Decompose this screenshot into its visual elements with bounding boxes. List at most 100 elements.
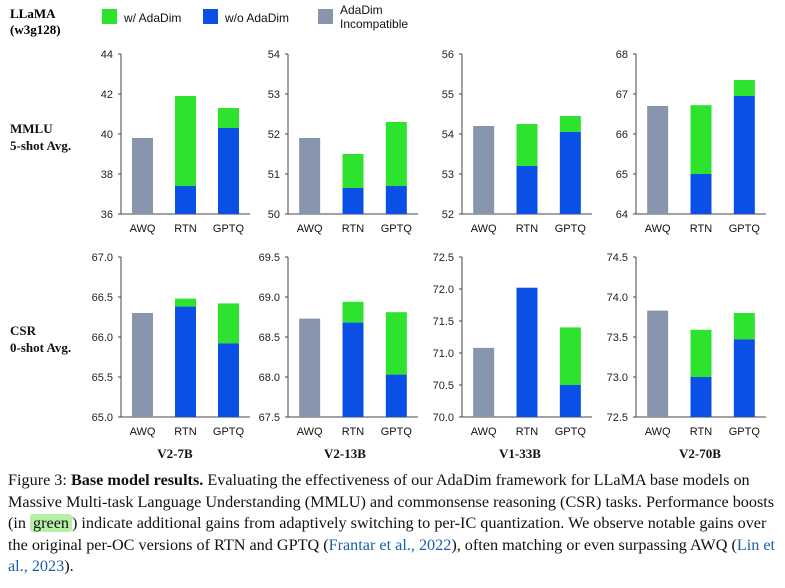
- caption-text-2: ) indicate additional gains from adaptiv…: [8, 514, 767, 554]
- chart-csr-v1-33b-ytick-label: 71.5: [433, 316, 454, 328]
- row-labels: MMLU 5-shot Avg. CSR 0-shot Avg.: [10, 121, 71, 355]
- chart-csr-v2-7b-bar-gptq-adadim-gain: [218, 303, 239, 344]
- chart-csr-v2-13b-bar-gptq-base: [385, 374, 407, 417]
- chart-mmlu-v1-33b-bar-gptq-adadim-gain: [559, 116, 581, 132]
- model-label-v2-70b: V2-70B: [679, 446, 721, 461]
- chart-csr-v2-7b-bar-gptq-base: [218, 343, 239, 417]
- header-line1: LLaMA: [10, 6, 56, 21]
- chart-csr-v2-13b-bar-awq-incompatible: [299, 318, 321, 417]
- chart-csr-v2-13b-bar-rtn-base: [342, 322, 364, 417]
- chart-mmlu-v2-13b-ytick-label: 50: [268, 209, 280, 221]
- chart-csr-v2-13b-ytick-label: 67.5: [259, 412, 280, 424]
- chart-mmlu-v2-13b-bar-gptq-base: [385, 186, 407, 214]
- legend-label-line: AdaDim: [340, 3, 383, 17]
- caption-bold-title: Base model results.: [70, 471, 204, 489]
- chart-mmlu-v1-33b-bar-awq-incompatible: [473, 126, 495, 214]
- caption-text-1: Evaluating the effectiveness of our AdaD…: [8, 471, 775, 532]
- chart-mmlu-v1-33b-xtick-awq: AWQ: [471, 223, 497, 235]
- chart-mmlu-v2-7b-ytick-label: 44: [101, 49, 113, 61]
- chart-mmlu-v2-7b-xtick-rtn: RTN: [174, 223, 196, 235]
- row-label-mmlu-line1: MMLU: [10, 121, 53, 136]
- chart-csr-v2-70b-ytick-label: 74.0: [607, 292, 628, 304]
- chart-mmlu-v2-13b: 50 51 52 53 54 AWQ RTN GPTQ: [268, 49, 418, 235]
- chart-csr-v1-33b-bar-awq-incompatible: [473, 347, 495, 417]
- chart-mmlu-v2-7b-bar-gptq-base: [218, 128, 239, 214]
- chart-mmlu-v2-7b-ytick-label: 38: [101, 169, 113, 181]
- chart-mmlu-v1-33b-ytick-label: 55: [442, 89, 454, 101]
- legend-label-w-o-adadim: w/o AdaDim: [224, 11, 289, 25]
- chart-csr-v1-33b-bar-gptq-base: [559, 385, 581, 417]
- chart-mmlu-v1-33b-ytick-label: 52: [442, 209, 454, 221]
- chart-mmlu-v2-7b-ytick-label: 42: [101, 89, 113, 101]
- chart-mmlu-v1-33b-ytick-label: 53: [442, 169, 454, 181]
- chart-csr-v1-33b-ytick-label: 70.5: [433, 380, 454, 392]
- model-label-v1-33b: V1-33B: [499, 446, 541, 461]
- chart-csr-v2-13b-xtick-awq: AWQ: [297, 426, 323, 438]
- model-labels: V2-7B V2-13B V1-33B V2-70B: [157, 446, 721, 461]
- chart-mmlu-v2-7b-bar-awq-incompatible: [132, 138, 153, 214]
- chart-mmlu-v2-7b-bar-rtn-adadim-gain: [175, 96, 196, 186]
- chart-mmlu-v1-33b-ytick-label: 56: [442, 49, 454, 61]
- chart-mmlu-v2-70b-xtick-gptq: GPTQ: [729, 223, 761, 235]
- chart-csr-v2-70b-bar-rtn-adadim-gain: [690, 329, 712, 377]
- charts: 36 38 40 42 44 AWQ RTN GPTQ 50 51 52 53 54 AWQ RTN GPTQ…: [92, 49, 766, 438]
- row-label-csr-line2: 0-shot Avg.: [10, 340, 71, 355]
- chart-mmlu-v2-7b-xtick-awq: AWQ: [130, 223, 156, 235]
- legend-label-adadim-incompatible: AdaDim Incompatible: [340, 3, 408, 31]
- chart-csr-v2-70b: 72.5 73.0 73.5 74.0 74.5 AWQ RTN GPTQ: [607, 252, 766, 438]
- chart-mmlu-v2-7b-xtick-gptq: GPTQ: [213, 223, 245, 235]
- chart-csr-v1-33b-ytick-label: 71.0: [433, 348, 454, 360]
- header-line2: (w3g128): [10, 22, 61, 37]
- chart-csr-v2-13b-ytick-label: 68.0: [259, 372, 280, 384]
- chart-mmlu-v2-70b-ytick-label: 66: [616, 129, 628, 141]
- chart-mmlu-v1-33b-ytick-label: 54: [442, 129, 454, 141]
- chart-csr-v2-7b-bar-awq-incompatible: [132, 313, 153, 417]
- chart-csr-v2-7b-ytick-label: 65.0: [92, 412, 113, 424]
- chart-mmlu-v2-13b-bar-rtn-adadim-gain: [342, 154, 364, 188]
- chart-csr-v2-7b-ytick-label: 66.0: [92, 332, 113, 344]
- citation-frantar[interactable]: Frantar et al., 2022: [328, 535, 452, 554]
- chart-mmlu-v2-70b-bar-awq-incompatible: [647, 106, 669, 214]
- chart-mmlu-v1-33b-bar-gptq-base: [559, 132, 581, 214]
- chart-mmlu-v2-13b-xtick-awq: AWQ: [297, 223, 323, 235]
- chart-mmlu-v1-33b: 52 53 54 55 56 AWQ RTN GPTQ: [442, 49, 592, 235]
- chart-csr-v2-7b: 65.0 65.5 66.0 66.5 67.0 AWQ RTN GPTQ: [92, 252, 250, 438]
- chart-mmlu-v2-7b-bar-gptq-adadim-gain: [218, 108, 239, 128]
- chart-mmlu-v2-70b: 64 65 66 67 68 AWQ RTN GPTQ: [616, 49, 766, 235]
- chart-mmlu-v2-70b-ytick-label: 65: [616, 169, 628, 181]
- chart-csr-v2-7b-bar-rtn-base: [175, 306, 196, 417]
- chart-mmlu-v2-13b-xtick-gptq: GPTQ: [381, 223, 413, 235]
- chart-mmlu-v1-33b-xtick-gptq: GPTQ: [555, 223, 587, 235]
- chart-csr-v2-7b-xtick-gptq: GPTQ: [213, 426, 245, 438]
- chart-mmlu-v2-7b-ytick-label: 40: [101, 129, 113, 141]
- chart-mmlu-v2-70b-bar-gptq-base: [733, 96, 755, 214]
- legend-label-line: Incompatible: [340, 17, 408, 31]
- chart-csr-v2-70b-bar-rtn-base: [690, 377, 712, 417]
- chart-csr-v2-7b-bar-rtn-adadim-gain: [175, 298, 196, 307]
- chart-csr-v2-70b-bar-awq-incompatible: [647, 310, 669, 417]
- chart-mmlu-v2-13b-ytick-label: 53: [268, 89, 280, 101]
- chart-mmlu-v2-13b-ytick-label: 51: [268, 169, 280, 181]
- chart-mmlu-v1-33b-xtick-rtn: RTN: [516, 223, 538, 235]
- chart-mmlu-v2-70b-xtick-rtn: RTN: [690, 223, 712, 235]
- chart-mmlu-v2-13b-bar-gptq-adadim-gain: [385, 122, 407, 186]
- chart-mmlu-v1-33b-bar-rtn-base: [516, 166, 538, 214]
- chart-csr-v2-13b-ytick-label: 68.5: [259, 332, 280, 344]
- legend-swatch-w-adadim: [102, 9, 117, 24]
- chart-csr-v2-70b-ytick-label: 72.5: [607, 412, 628, 424]
- chart-mmlu-v2-70b-ytick-label: 67: [616, 89, 628, 101]
- row-label-csr-line1: CSR: [10, 323, 37, 338]
- chart-mmlu-v2-70b-ytick-label: 68: [616, 49, 628, 61]
- chart-csr-v2-13b-xtick-gptq: GPTQ: [381, 426, 413, 438]
- caption-green-highlight: green: [30, 514, 72, 532]
- chart-mmlu-v2-7b-ytick-label: 36: [101, 209, 113, 221]
- chart-csr-v2-13b-bar-gptq-adadim-gain: [385, 312, 407, 375]
- model-label-v2-13b: V2-13B: [324, 446, 366, 461]
- chart-csr-v2-70b-ytick-label: 74.5: [607, 252, 628, 264]
- chart-mmlu-v2-7b: 36 38 40 42 44 AWQ RTN GPTQ: [101, 49, 250, 235]
- chart-csr-v2-13b-bar-rtn-adadim-gain: [342, 301, 364, 323]
- caption-text-3: ), often matching or even surpassing AWQ…: [451, 535, 737, 554]
- citation-lin[interactable]: Lin et al., 2023: [8, 535, 776, 576]
- chart-csr-v2-13b-ytick-label: 69.5: [259, 252, 280, 264]
